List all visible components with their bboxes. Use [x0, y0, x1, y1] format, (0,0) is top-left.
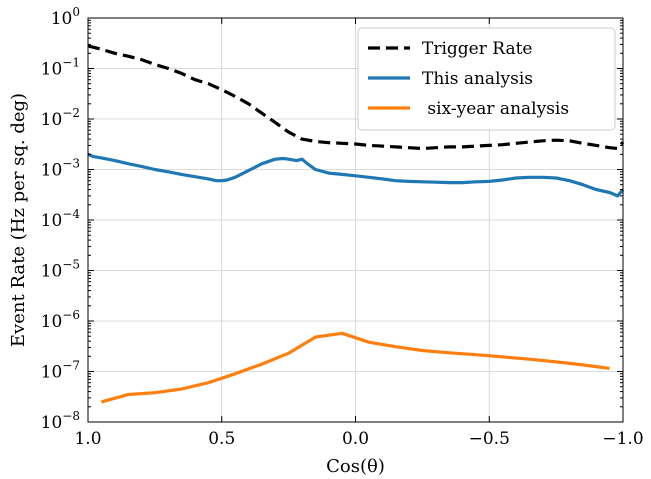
y-tick-label: 10−2	[41, 106, 80, 130]
series-layer	[87, 44, 625, 404]
y-tick-base: 10	[41, 211, 63, 231]
legend-label-2: six-year analysis	[422, 99, 569, 119]
y-tick-exponent: −1	[62, 56, 80, 70]
x-axis-label: Cos(θ)	[326, 456, 385, 477]
y-tick-label: 100	[51, 5, 80, 29]
y-tick-label: 10−1	[41, 56, 80, 80]
y-tick-label: 10−8	[41, 409, 80, 433]
y-tick-base: 10	[41, 413, 63, 433]
y-tick-label: 10−3	[41, 157, 80, 181]
y-tick-exponent: −4	[62, 207, 80, 221]
y-tick-label: 10−5	[41, 258, 80, 282]
y-axis-label: Event Rate (Hz per sq. deg)	[8, 93, 29, 347]
x-tick-label: 0.0	[342, 429, 369, 449]
y-tick-exponent: −7	[62, 359, 80, 373]
x-tick-label: −1.0	[602, 429, 643, 449]
series-line-1	[87, 152, 625, 198]
y-tick-exponent: −6	[62, 308, 80, 322]
legend: Trigger Rate This analysis six-year analy…	[357, 27, 616, 131]
y-tick-base: 10	[41, 110, 63, 130]
y-tick-exponent: −3	[62, 157, 80, 171]
y-tick-label: 10−6	[41, 308, 80, 332]
y-tick-label: 10−7	[41, 359, 80, 383]
legend-box	[357, 27, 616, 131]
y-tick-exponent: −8	[62, 409, 80, 423]
y-tick-label: 10−4	[41, 207, 81, 231]
y-tick-base: 10	[41, 363, 63, 383]
series-line-2	[100, 331, 610, 404]
y-tick-exponent: −5	[62, 258, 80, 272]
x-tick-label: 0.5	[208, 429, 235, 449]
x-tick-label: 1.0	[74, 429, 101, 449]
y-tick-base: 10	[41, 262, 63, 282]
y-tick-base: 10	[41, 60, 63, 80]
legend-label-1: This analysis	[422, 69, 533, 89]
ticks	[87, 17, 624, 423]
y-tick-base: 10	[41, 312, 63, 332]
tick-labels: 1.0 0.5 0.0 −0.5 −1.010010−110−210−310−410−5…	[41, 5, 644, 449]
x-tick-label: −0.5	[469, 429, 510, 449]
y-tick-exponent: −2	[62, 106, 80, 120]
y-tick-exponent: 0	[72, 5, 80, 19]
legend-label-0: Trigger Rate	[422, 39, 532, 59]
y-tick-base: 10	[41, 161, 63, 181]
series-line-0	[87, 44, 625, 151]
y-tick-base: 10	[51, 9, 73, 29]
